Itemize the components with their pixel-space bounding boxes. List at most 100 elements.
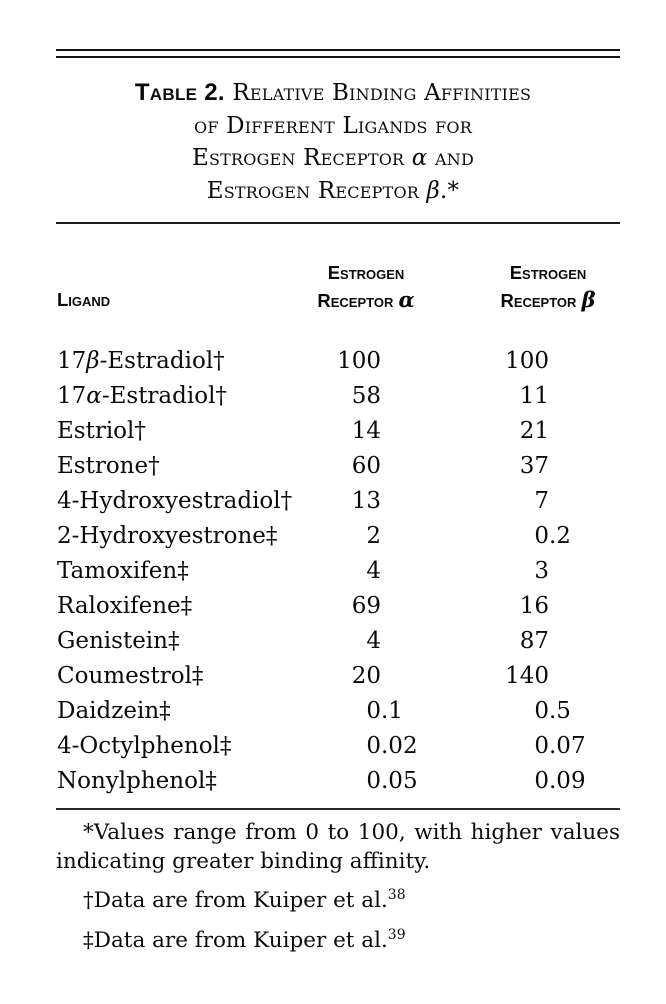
- table-row: Estriol† 14 21: [56, 414, 620, 449]
- value-integer: 4: [366, 558, 381, 584]
- greek-letter: β: [581, 287, 596, 312]
- value-fraction: .5: [549, 698, 571, 724]
- value-integer: 58: [351, 383, 381, 409]
- text-segment: Estrogen Receptor: [191, 145, 412, 171]
- beta-value-cell: 3: [56, 554, 549, 589]
- ligand-cell: Genistein‡: [57, 628, 180, 654]
- beta-value-cell: 0.5: [56, 694, 571, 729]
- value-integer: 4: [366, 628, 381, 654]
- table-row: Daidzein‡ 0.1 0.5: [56, 694, 620, 729]
- value-integer: 100: [505, 348, 549, 374]
- table-row: Genistein‡ 4 87: [56, 624, 620, 659]
- ligand-cell: 2-Hydroxyestrone‡: [57, 523, 278, 549]
- value-integer: 100: [337, 348, 381, 374]
- header-line: Ligand: [57, 286, 110, 313]
- footnote-symbol: *: [83, 820, 94, 845]
- alpha-value-cell: 20: [56, 659, 381, 694]
- ligand-cell: 17β-Estradiol†: [57, 348, 225, 374]
- value-fraction: .1: [381, 698, 403, 724]
- alpha-value-cell: 4: [56, 624, 381, 659]
- table-row: 17α-Estradiol† 58 11: [56, 379, 620, 414]
- value-integer: 13: [351, 488, 381, 514]
- table-row: 2-Hydroxyestrone‡ 2 0.2: [56, 519, 620, 554]
- header-line: Receptor α: [286, 286, 446, 314]
- footnote-symbol: ‡: [83, 927, 94, 953]
- text-segment: Receptor: [317, 290, 399, 311]
- ligand-cell: Nonylphenol‡: [57, 768, 217, 794]
- text-segment: Receptor: [500, 290, 582, 311]
- value-integer: 20: [351, 663, 381, 689]
- text-segment: and: [427, 145, 475, 171]
- value-integer: 0: [366, 768, 381, 794]
- alpha-value-cell: 4: [56, 554, 381, 589]
- alpha-value-cell: 0.05: [56, 764, 417, 799]
- beta-value-cell: 0.07: [56, 729, 585, 764]
- column-header-alpha: Estrogen Receptor α: [286, 259, 446, 314]
- ligand-cell: 4-Octylphenol‡: [57, 733, 232, 759]
- text-segment: Ligand: [57, 289, 111, 310]
- text-segment: of Different Ligands for: [194, 112, 472, 139]
- greek-letter: β: [426, 177, 441, 204]
- ligand-cell: Estriol†: [57, 418, 146, 444]
- beta-value-cell: 16: [56, 589, 549, 624]
- value-integer: 0: [534, 733, 549, 759]
- value-integer: 21: [519, 418, 549, 444]
- alpha-value-cell: 100: [56, 344, 381, 379]
- table-bottom-rule: [56, 808, 620, 810]
- ligand-cell: Raloxifene‡: [57, 593, 193, 619]
- ligand-cell: Estrone†: [57, 453, 160, 479]
- footnote: *Values range from 0 to 100, with higher…: [56, 820, 620, 874]
- beta-value-cell: 21: [56, 414, 549, 449]
- value-fraction: .07: [549, 733, 586, 759]
- alpha-value-cell: 58: [56, 379, 381, 414]
- value-integer: 11: [519, 383, 549, 409]
- alpha-value-cell: 0.02: [56, 729, 417, 764]
- value-integer: 0: [534, 698, 549, 724]
- greek-letter: α: [86, 383, 102, 409]
- alpha-value-cell: 2: [56, 519, 381, 554]
- table-title: Table 2. Relative Binding Affinities of D…: [40, 77, 626, 207]
- value-fraction: .2: [549, 523, 571, 549]
- value-integer: 0: [366, 698, 381, 724]
- header-line: Estrogen: [286, 259, 446, 286]
- ligand-cell: Coumestrol‡: [57, 663, 204, 689]
- reference-superscript: 38: [387, 886, 406, 903]
- value-integer: 37: [519, 453, 549, 479]
- table-top-rule: [56, 49, 620, 58]
- text-segment: Table 2.: [134, 79, 225, 106]
- table-row: Nonylphenol‡ 0.05 0 .09: [56, 764, 620, 799]
- value-integer: 69: [351, 593, 381, 619]
- beta-value-cell: 87: [56, 624, 549, 659]
- alpha-value-cell: 14: [56, 414, 381, 449]
- column-header-beta: Estrogen Receptor β: [468, 259, 628, 314]
- table-row: Coumestrol‡ 20 140: [56, 659, 620, 694]
- beta-value-cell: 140: [56, 659, 549, 694]
- value-fraction: .05: [381, 768, 418, 794]
- greek-letter: α: [411, 145, 428, 171]
- table-title-line: Estrogen Receptor β.*: [40, 175, 626, 208]
- text-segment: Estrogen: [327, 262, 405, 283]
- table-title-line: Table 2. Relative Binding Affinities: [40, 77, 626, 110]
- value-integer: 87: [519, 628, 549, 654]
- ligand-cell: Daidzein‡: [57, 698, 171, 724]
- beta-value-cell: 7: [56, 484, 549, 519]
- value-fraction: .09: [549, 768, 586, 794]
- footnote: †Data are from Kuiper et al.38: [83, 886, 406, 913]
- value-integer: 2: [366, 523, 381, 549]
- beta-value-cell: 11: [56, 379, 549, 414]
- title-separator-rule: [56, 222, 620, 224]
- value-integer: 14: [351, 418, 381, 444]
- value-integer: 60: [351, 453, 381, 479]
- alpha-value-cell: 0.1: [56, 694, 403, 729]
- text-segment: Relative Binding Affinities: [232, 80, 532, 106]
- value-integer: 0: [366, 733, 381, 759]
- ligand-cell: 17α-Estradiol†: [57, 383, 227, 409]
- text-segment: Estrogen Receptor: [206, 177, 427, 204]
- ligand-cell: Tamoxifen‡: [57, 558, 189, 584]
- table-row: Estrone† 60 37: [56, 449, 620, 484]
- table-title-line: of Different Ligands for: [40, 110, 626, 143]
- reference-superscript: 39: [387, 926, 406, 943]
- footnote: ‡Data are from Kuiper et al.39: [83, 926, 406, 953]
- alpha-value-cell: 13: [56, 484, 381, 519]
